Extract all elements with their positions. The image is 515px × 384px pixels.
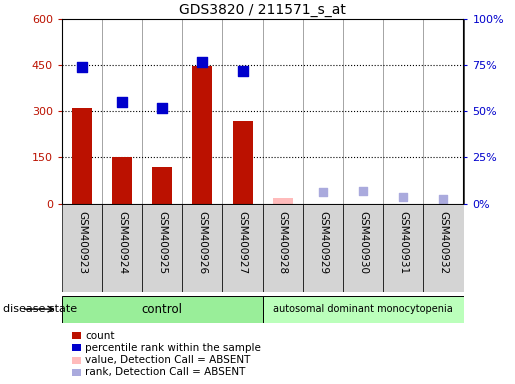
Text: GSM400926: GSM400926	[197, 210, 208, 274]
Bar	[152, 167, 172, 204]
Text: GSM400924: GSM400924	[117, 210, 127, 274]
Bar	[263, 204, 303, 292]
Bar	[182, 204, 222, 292]
Point	[439, 196, 448, 202]
Bar	[222, 204, 263, 292]
Bar	[343, 204, 383, 292]
Text: autosomal dominant monocytopenia: autosomal dominant monocytopenia	[273, 304, 453, 314]
Point	[118, 99, 126, 105]
Point	[238, 68, 247, 74]
Bar	[112, 157, 132, 204]
Bar	[72, 108, 92, 204]
Bar	[303, 204, 343, 292]
Text: disease state: disease state	[3, 304, 77, 314]
Bar	[62, 204, 102, 292]
Text: GSM400927: GSM400927	[237, 210, 248, 274]
Title: GDS3820 / 211571_s_at: GDS3820 / 211571_s_at	[179, 3, 346, 17]
Point	[359, 187, 367, 194]
Text: control: control	[142, 303, 183, 316]
Text: percentile rank within the sample: percentile rank within the sample	[85, 343, 261, 353]
Text: rank, Detection Call = ABSENT: rank, Detection Call = ABSENT	[85, 367, 245, 377]
Text: GSM400932: GSM400932	[438, 210, 449, 274]
Text: GSM400925: GSM400925	[157, 210, 167, 274]
Bar	[102, 204, 142, 292]
Point	[198, 58, 207, 65]
Text: GSM400931: GSM400931	[398, 210, 408, 274]
Bar	[62, 296, 263, 323]
Point	[78, 64, 86, 70]
Text: value, Detection Call = ABSENT: value, Detection Call = ABSENT	[85, 355, 250, 365]
Bar	[423, 204, 464, 292]
Text: count: count	[85, 331, 114, 341]
Bar	[192, 66, 212, 204]
Text: GSM400929: GSM400929	[318, 210, 328, 274]
Text: GSM400928: GSM400928	[278, 210, 288, 274]
Point	[399, 194, 407, 200]
Bar	[232, 121, 252, 204]
Text: GSM400923: GSM400923	[77, 210, 87, 274]
Point	[319, 189, 327, 195]
Bar	[142, 204, 182, 292]
Bar	[383, 204, 423, 292]
Point	[158, 104, 166, 111]
Bar	[273, 198, 293, 204]
Text: GSM400930: GSM400930	[358, 210, 368, 273]
Bar	[263, 296, 464, 323]
